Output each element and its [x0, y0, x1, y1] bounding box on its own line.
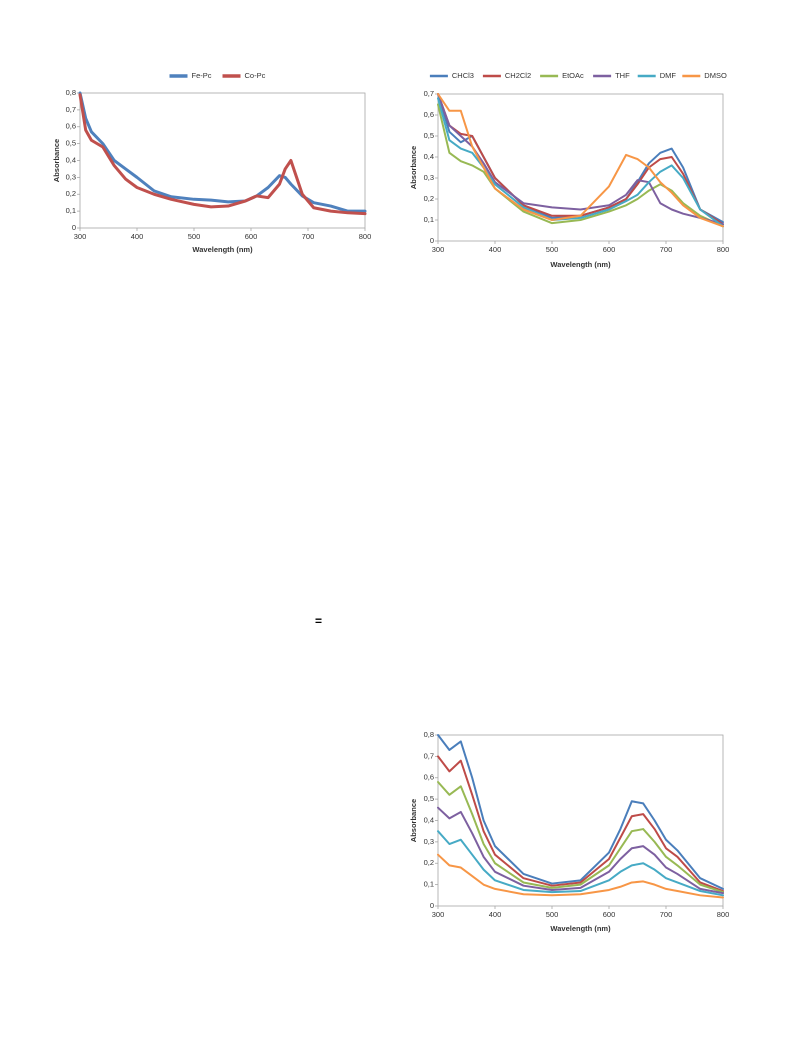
legend-label: EtOAc — [562, 71, 584, 80]
series-line — [437, 734, 724, 890]
x-tick-label: 700 — [660, 910, 673, 919]
legend-label: Co-Pc — [245, 71, 266, 80]
x-tick-label: 400 — [489, 245, 502, 254]
series-line — [78, 93, 367, 216]
x-tick-label: 700 — [302, 232, 315, 241]
y-tick-label: 0,5 — [424, 794, 434, 803]
y-tick-label: 0,1 — [424, 880, 434, 889]
x-tick-label: 400 — [489, 910, 502, 919]
legend-label: CHCl3 — [452, 71, 474, 80]
y-tick-label: 0,2 — [66, 189, 76, 198]
series-line — [437, 103, 724, 228]
y-axis-title: Absorbance — [52, 139, 61, 182]
x-tick-label: 300 — [432, 245, 445, 254]
y-tick-label: 0,8 — [424, 730, 434, 739]
y-tick-label: 0,4 — [66, 155, 76, 164]
x-axis-title: Wavelength (nm) — [550, 260, 611, 269]
x-tick-label: 300 — [74, 232, 87, 241]
y-tick-label: 0,7 — [424, 751, 434, 760]
y-tick-label: 0,6 — [66, 122, 76, 131]
y-tick-label: 0,4 — [424, 815, 434, 824]
legend-label: THF — [615, 71, 630, 80]
y-tick-label: 0,3 — [424, 837, 434, 846]
legend-label: DMSO — [704, 71, 727, 80]
y-tick-label: 0,3 — [424, 173, 434, 182]
series-line — [78, 91, 367, 213]
series-line — [437, 781, 724, 894]
y-tick-label: 0,4 — [424, 152, 434, 161]
y-tick-label: 0,3 — [66, 172, 76, 181]
x-tick-label: 800 — [359, 232, 372, 241]
plot-frame — [437, 93, 724, 242]
y-tick-label: 0,6 — [424, 110, 434, 119]
y-tick-label: 0,5 — [424, 131, 434, 140]
y-tick-label: 0 — [72, 223, 76, 232]
x-tick-label: 300 — [432, 910, 445, 919]
y-tick-label: 0,1 — [66, 206, 76, 215]
x-tick-label: 800 — [717, 245, 730, 254]
series-line — [437, 93, 724, 226]
y-tick-label: 0,2 — [424, 858, 434, 867]
series-line — [437, 806, 724, 895]
x-tick-label: 500 — [546, 910, 559, 919]
series-line — [437, 93, 724, 226]
x-tick-label: 500 — [546, 245, 559, 254]
y-tick-label: 0,1 — [424, 215, 434, 224]
y-axis-title: Absorbance — [409, 799, 418, 842]
y-tick-label: 0,8 — [66, 88, 76, 97]
x-tick-label: 500 — [188, 232, 201, 241]
stray-text: = — [315, 614, 323, 628]
series-line — [437, 97, 724, 228]
x-tick-label: 400 — [131, 232, 144, 241]
series-line — [437, 830, 724, 897]
y-tick-label: 0,7 — [424, 89, 434, 98]
x-axis-title: Wavelength (nm) — [192, 245, 253, 254]
series-line — [437, 755, 724, 893]
x-tick-label: 700 — [660, 245, 673, 254]
y-tick-label: 0,5 — [66, 139, 76, 148]
y-tick-label: 0 — [430, 236, 434, 245]
y-tick-label: 0,2 — [424, 194, 434, 203]
x-tick-label: 600 — [603, 910, 616, 919]
series-line — [437, 853, 724, 899]
series-line — [437, 93, 724, 228]
legend-label: DMF — [660, 71, 677, 80]
y-tick-label: 0,7 — [66, 105, 76, 114]
y-axis-title: Absorbance — [409, 146, 418, 189]
x-tick-label: 600 — [603, 245, 616, 254]
y-tick-label: 0 — [430, 901, 434, 910]
y-tick-label: 0,6 — [424, 773, 434, 782]
x-axis-title: Wavelength (nm) — [550, 924, 611, 933]
x-tick-label: 600 — [245, 232, 258, 241]
legend-label: Fe-Pc — [192, 71, 212, 80]
x-tick-label: 800 — [717, 910, 730, 919]
legend-label: CH2Cl2 — [505, 71, 531, 80]
